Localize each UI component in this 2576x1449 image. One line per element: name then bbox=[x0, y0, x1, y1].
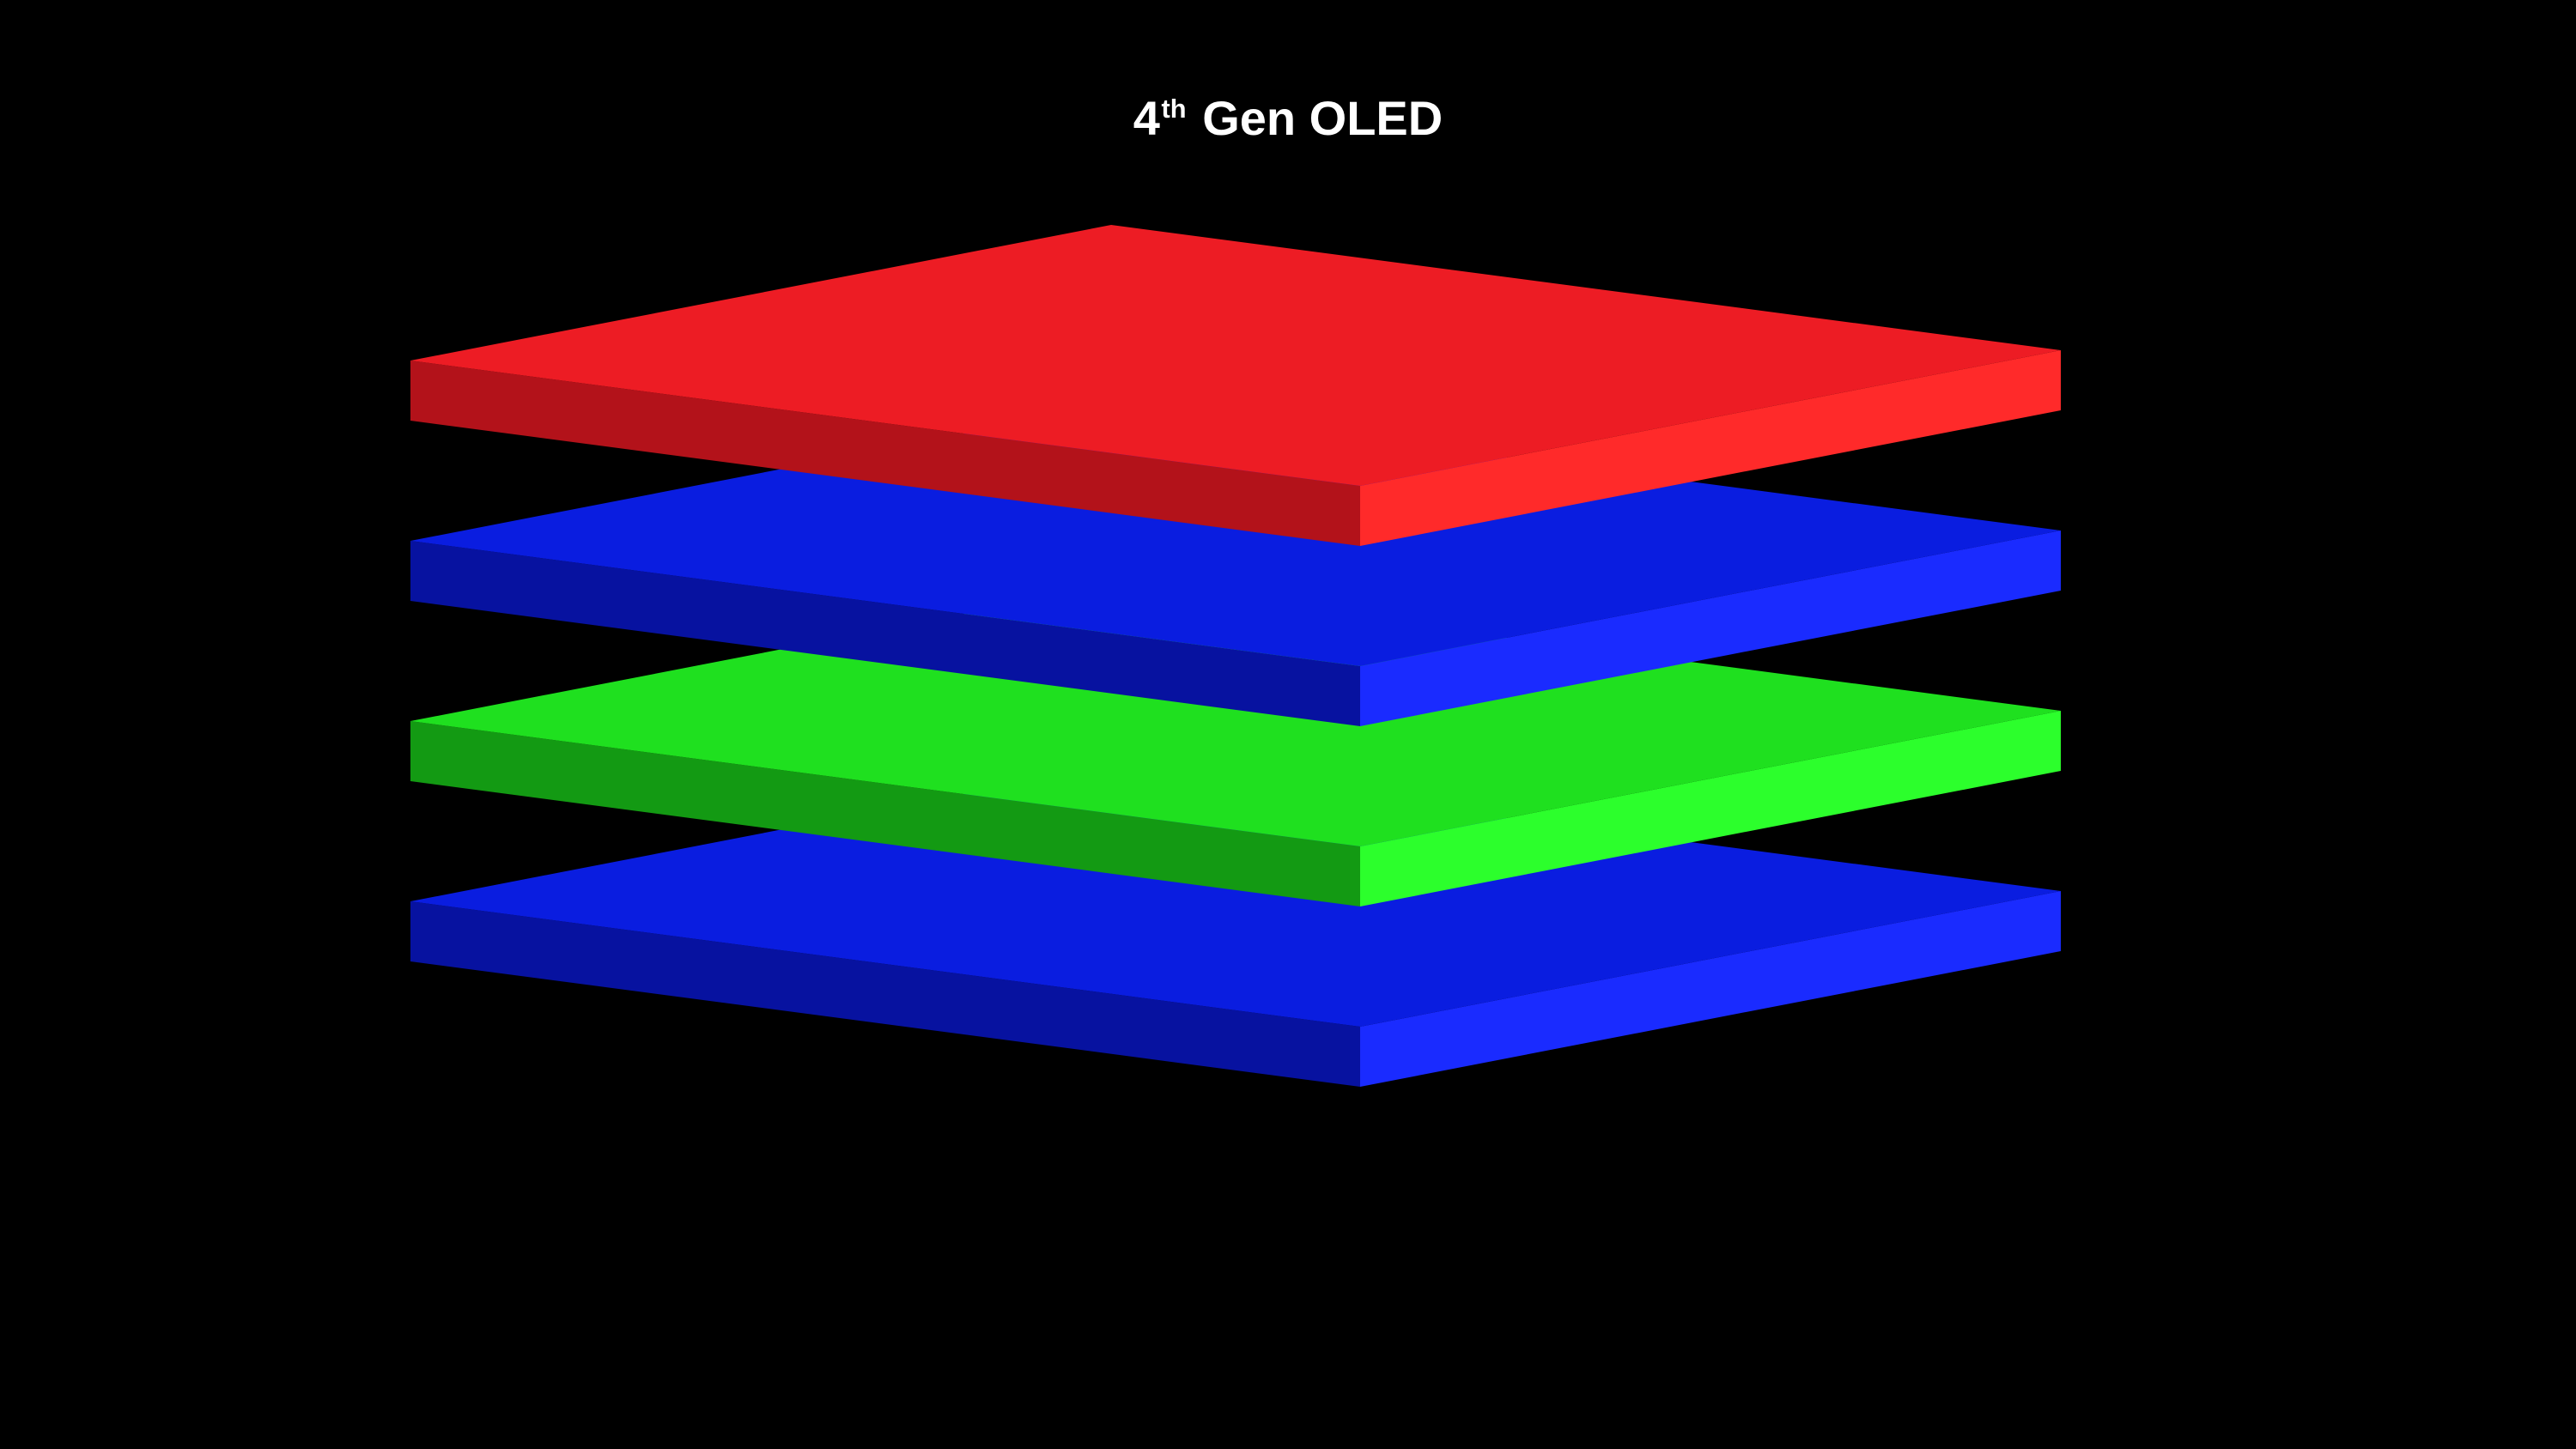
title-ordinal: th bbox=[1161, 94, 1186, 124]
stage: 4th Gen OLED bbox=[0, 0, 2576, 1449]
title-prefix: 4 bbox=[1133, 91, 1160, 145]
title-rest: Gen OLED bbox=[1202, 91, 1443, 145]
layers-svg bbox=[0, 0, 2576, 1449]
diagram-title: 4th Gen OLED bbox=[1133, 90, 1443, 146]
